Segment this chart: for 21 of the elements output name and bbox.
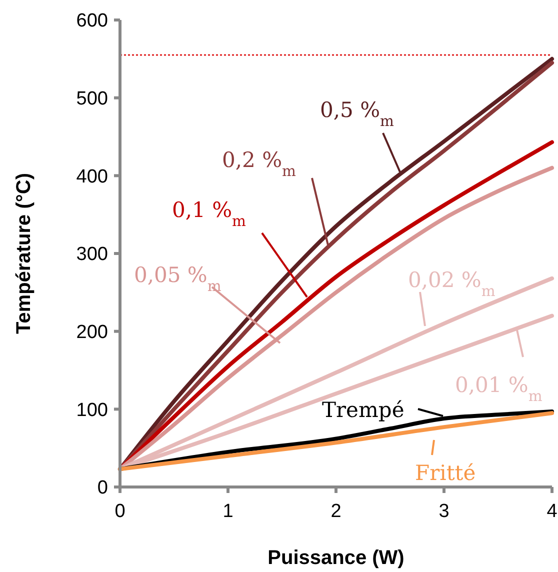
x-tick-label: 4	[546, 501, 558, 522]
text: 0,1 %$_{m}$	[172, 198, 246, 230]
x-tick-label: 0	[114, 501, 126, 522]
y-tick-label: 300	[76, 244, 108, 266]
x-tick-label: 2	[330, 501, 342, 522]
series-label: Trempé	[322, 398, 404, 422]
x-tick-label: 1	[222, 501, 234, 522]
y-tick-label: 500	[76, 88, 108, 110]
text: 0,2 %$_{m}$	[222, 148, 296, 180]
legend-label: 0,01 %$_{m}$	[455, 373, 542, 404]
x-axis-title: Puissance (W)	[268, 547, 404, 569]
y-tick-label: 0	[97, 478, 108, 499]
y-tick-label: 200	[76, 322, 108, 343]
legend-label: Fritté	[415, 461, 476, 485]
y-axis-title: Température (°C)	[13, 173, 35, 334]
y-tick-label: 600	[76, 10, 108, 32]
x-tick-label: 3	[438, 501, 450, 522]
series-label: 0,5 %$_{m}$	[320, 98, 394, 130]
series-label: 0,02 %$_{m}$	[408, 268, 496, 300]
y-tick-label: 100	[76, 400, 108, 421]
y-tick-label: 400	[76, 166, 108, 188]
